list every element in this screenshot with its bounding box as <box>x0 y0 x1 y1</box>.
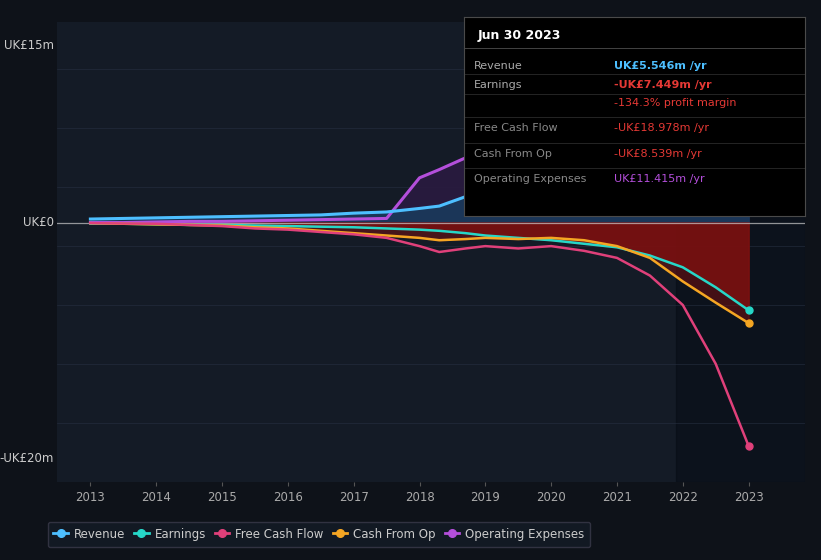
Bar <box>677 22 805 482</box>
Text: Earnings: Earnings <box>474 81 523 90</box>
Text: -UK£8.539m /yr: -UK£8.539m /yr <box>614 149 701 159</box>
Text: -UK£7.449m /yr: -UK£7.449m /yr <box>614 81 712 90</box>
Text: Operating Expenses: Operating Expenses <box>474 174 586 184</box>
Text: Jun 30 2023: Jun 30 2023 <box>478 29 561 42</box>
Text: UK£11.415m /yr: UK£11.415m /yr <box>614 174 704 184</box>
Legend: Revenue, Earnings, Free Cash Flow, Cash From Op, Operating Expenses: Revenue, Earnings, Free Cash Flow, Cash … <box>48 522 590 547</box>
Text: Revenue: Revenue <box>474 60 523 71</box>
Text: -134.3% profit margin: -134.3% profit margin <box>614 98 736 108</box>
Text: Cash From Op: Cash From Op <box>474 149 552 159</box>
Text: -UK£18.978m /yr: -UK£18.978m /yr <box>614 123 709 133</box>
Text: UK£0: UK£0 <box>23 216 53 229</box>
Text: UK£5.546m /yr: UK£5.546m /yr <box>614 60 706 71</box>
Text: Free Cash Flow: Free Cash Flow <box>474 123 557 133</box>
Text: -UK£20m: -UK£20m <box>0 451 53 465</box>
Text: UK£15m: UK£15m <box>4 39 53 53</box>
